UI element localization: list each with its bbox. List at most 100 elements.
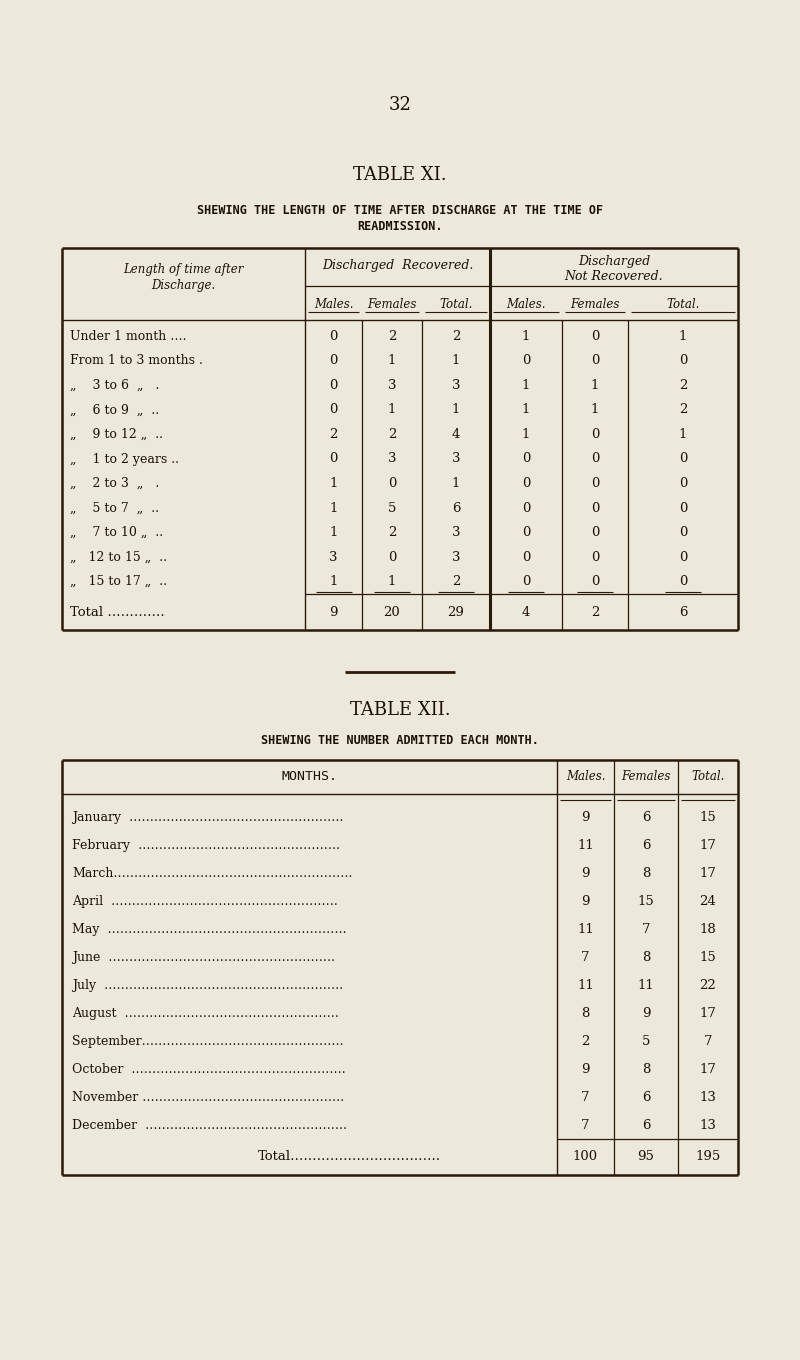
Text: 17: 17 (699, 868, 717, 880)
Text: 0: 0 (591, 355, 599, 367)
Text: 0: 0 (522, 477, 530, 490)
Text: 11: 11 (577, 923, 594, 936)
Text: Length of time after: Length of time after (123, 264, 244, 276)
Text: 3: 3 (388, 379, 396, 392)
Text: Discharged: Discharged (578, 256, 650, 268)
Text: 7: 7 (582, 1118, 590, 1132)
Text: 95: 95 (638, 1151, 654, 1164)
Text: May  ………………………………………………….: May …………………………………………………. (72, 923, 346, 936)
Text: 3: 3 (452, 551, 460, 563)
Text: 15: 15 (700, 951, 716, 964)
Text: „    3 to 6  „   .: „ 3 to 6 „ . (70, 379, 159, 392)
Text: Males.: Males. (506, 298, 546, 310)
Text: 3: 3 (452, 379, 460, 392)
Text: 22: 22 (700, 979, 716, 991)
Text: 8: 8 (642, 868, 650, 880)
Text: September………………………………………….: September…………………………………………. (72, 1035, 343, 1047)
Text: 1: 1 (522, 428, 530, 441)
Text: Females: Females (570, 298, 620, 310)
Text: Females: Females (622, 771, 670, 783)
Text: 7: 7 (704, 1035, 712, 1047)
Text: April  ……………………………………………….: April ………………………………………………. (72, 895, 338, 908)
Text: 6: 6 (642, 1118, 650, 1132)
Text: 1: 1 (522, 329, 530, 343)
Text: 29: 29 (447, 605, 465, 619)
Text: 0: 0 (591, 329, 599, 343)
Text: 2: 2 (388, 428, 396, 441)
Text: December  ………………………………………….: December …………………………………………. (72, 1118, 347, 1132)
Text: 0: 0 (591, 551, 599, 563)
Text: 0: 0 (679, 551, 687, 563)
Text: 1: 1 (591, 379, 599, 392)
Text: 0: 0 (591, 428, 599, 441)
Text: 0: 0 (522, 502, 530, 514)
Text: 6: 6 (642, 839, 650, 853)
Text: SHEWING THE LENGTH OF TIME AFTER DISCHARGE AT THE TIME OF: SHEWING THE LENGTH OF TIME AFTER DISCHAR… (197, 204, 603, 216)
Text: „    7 to 10 „  ..: „ 7 to 10 „ .. (70, 526, 163, 539)
Text: 11: 11 (577, 979, 594, 991)
Text: „    6 to 9  „  ..: „ 6 to 9 „ .. (70, 404, 159, 416)
Text: Total…………………………….: Total……………………………. (258, 1151, 441, 1164)
Text: 195: 195 (695, 1151, 721, 1164)
Text: 7: 7 (582, 1091, 590, 1103)
Text: March………………………………………………….: March…………………………………………………. (72, 868, 352, 880)
Text: 0: 0 (591, 502, 599, 514)
Text: 0: 0 (522, 453, 530, 465)
Text: July  ………………………………………………….: July …………………………………………………. (72, 979, 343, 991)
Text: 1: 1 (388, 355, 396, 367)
Text: 1: 1 (330, 526, 338, 539)
Text: 24: 24 (700, 895, 716, 908)
Text: 7: 7 (582, 951, 590, 964)
Text: 0: 0 (679, 526, 687, 539)
Text: 0: 0 (330, 355, 338, 367)
Text: 1: 1 (591, 404, 599, 416)
Text: February  ………………………………………….: February …………………………………………. (72, 839, 340, 853)
Text: „    1 to 2 years ..: „ 1 to 2 years .. (70, 453, 179, 465)
Text: 3: 3 (452, 526, 460, 539)
Text: 0: 0 (522, 575, 530, 589)
Text: Not Recovered.: Not Recovered. (565, 269, 663, 283)
Text: 13: 13 (699, 1118, 717, 1132)
Text: June  ……………………………………………….: June ………………………………………………. (72, 951, 335, 964)
Text: „    5 to 7  „  ..: „ 5 to 7 „ .. (70, 502, 159, 514)
Text: 13: 13 (699, 1091, 717, 1103)
Text: „   12 to 15 „  ..: „ 12 to 15 „ .. (70, 551, 167, 563)
Text: 9: 9 (330, 605, 338, 619)
Text: 0: 0 (591, 453, 599, 465)
Text: 0: 0 (591, 477, 599, 490)
Text: 1: 1 (330, 477, 338, 490)
Text: Males.: Males. (566, 771, 606, 783)
Text: „   15 to 17 „  ..: „ 15 to 17 „ .. (70, 575, 167, 589)
Text: 2: 2 (679, 404, 687, 416)
Text: October  …………………………………………….: October ……………………………………………. (72, 1062, 346, 1076)
Text: 8: 8 (582, 1006, 590, 1020)
Text: 7: 7 (642, 923, 650, 936)
Text: 2: 2 (452, 329, 460, 343)
Text: November ………………………………………….: November …………………………………………. (72, 1091, 344, 1103)
Text: 1: 1 (522, 379, 530, 392)
Text: 6: 6 (678, 605, 687, 619)
Text: 8: 8 (642, 1062, 650, 1076)
Text: 1: 1 (679, 428, 687, 441)
Text: Total.: Total. (439, 298, 473, 310)
Text: 2: 2 (679, 379, 687, 392)
Text: 5: 5 (642, 1035, 650, 1047)
Text: 3: 3 (330, 551, 338, 563)
Text: READMISSION.: READMISSION. (358, 219, 442, 233)
Text: 0: 0 (330, 453, 338, 465)
Text: TABLE XII.: TABLE XII. (350, 700, 450, 719)
Text: 9: 9 (582, 812, 590, 824)
Text: 20: 20 (384, 605, 400, 619)
Text: 18: 18 (700, 923, 716, 936)
Text: Females: Females (367, 298, 417, 310)
Text: 8: 8 (642, 951, 650, 964)
Text: Discharged  Recovered.: Discharged Recovered. (322, 260, 473, 272)
Text: 0: 0 (330, 329, 338, 343)
Text: 1: 1 (522, 404, 530, 416)
Text: 0: 0 (522, 551, 530, 563)
Text: Total.: Total. (666, 298, 700, 310)
Text: 6: 6 (642, 1091, 650, 1103)
Text: 0: 0 (679, 477, 687, 490)
Text: 0: 0 (591, 526, 599, 539)
Text: 0: 0 (330, 379, 338, 392)
